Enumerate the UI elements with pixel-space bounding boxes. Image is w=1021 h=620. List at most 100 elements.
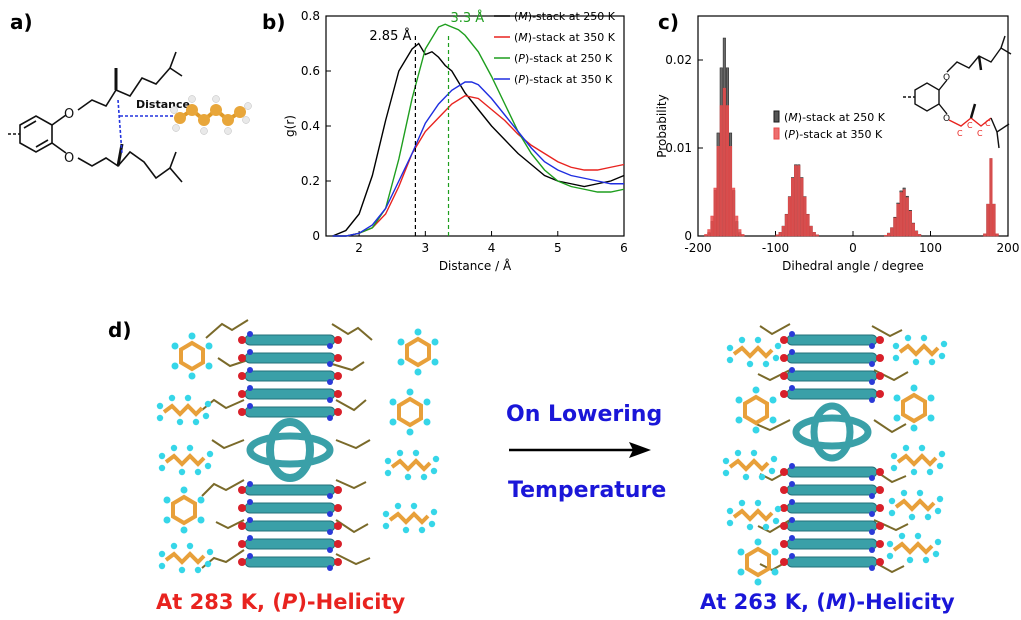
y-tick-label: 0	[312, 229, 320, 243]
x-tick-label: 0	[849, 241, 857, 255]
bar-1	[791, 177, 795, 237]
legend-label-0: (M)-stack at 250 K	[514, 10, 616, 23]
annotation-label-0: 2.85 Å	[369, 28, 411, 44]
x-tick-label: 100	[919, 241, 942, 255]
series-line-0	[332, 42, 625, 237]
panel-label-a: a)	[10, 10, 33, 34]
bar-1	[787, 196, 791, 237]
x-axis-label: Dihedral angle / degree	[782, 259, 924, 273]
svg-text:O: O	[64, 107, 74, 122]
svg-text:C: C	[985, 119, 991, 128]
plot-frame	[325, 15, 625, 237]
bar-1	[803, 196, 807, 237]
arrow-label-bottom: Temperature	[508, 478, 667, 503]
bar-1	[797, 165, 801, 237]
legend-label-0: (M)-stack at 250 K	[784, 111, 886, 124]
bar-1	[738, 229, 742, 237]
legend-label-3: (P)-stack at 350 K	[514, 73, 613, 86]
bar-1	[890, 227, 894, 237]
bar-1	[918, 234, 922, 237]
svg-text:O: O	[943, 114, 950, 124]
legend-label-2: (P)-stack at 250 K	[514, 52, 613, 65]
svg-text:O: O	[943, 73, 950, 83]
bar-1	[713, 187, 717, 237]
left-helical-stack	[201, 319, 373, 572]
bar-1	[815, 234, 819, 237]
bar-1	[719, 105, 723, 237]
bar-1	[781, 225, 785, 237]
svg-text:C: C	[957, 129, 963, 138]
y-tick-label: 0.2	[301, 174, 320, 188]
y-tick-label: 0.02	[665, 53, 692, 67]
x-tick-label: 3	[422, 241, 430, 255]
bar-1	[784, 214, 788, 237]
y-tick-label: 0	[684, 229, 692, 243]
bar-1	[794, 165, 798, 237]
y-tick-label: 0.01	[665, 141, 692, 155]
bar-1	[887, 232, 891, 237]
y-tick-label: 0.8	[301, 9, 320, 23]
y-axis-label: g(r)	[283, 115, 297, 137]
x-tick-label: 6	[620, 241, 628, 255]
bar-1	[707, 229, 711, 237]
hexane-model-a	[170, 95, 252, 135]
svg-text:C: C	[977, 129, 983, 138]
bar-1	[704, 234, 708, 237]
svg-text:O: O	[64, 151, 74, 166]
bar-1	[729, 146, 733, 237]
transition-arrow	[509, 442, 651, 458]
x-tick-label: -100	[762, 241, 789, 255]
left-solvent-molecules	[154, 326, 442, 576]
series-line-1	[332, 95, 625, 237]
bar-1	[995, 233, 999, 237]
x-tick-label: 200	[997, 241, 1020, 255]
caption-right: At 263 K, (M)-Helicity	[700, 590, 955, 614]
panel-a-molecule: O O Distance	[8, 51, 252, 183]
bar-1	[908, 210, 912, 237]
panel-d-scene	[154, 319, 950, 588]
bar-1	[902, 189, 906, 237]
bar-1	[806, 214, 810, 237]
bar-1	[809, 225, 813, 237]
x-tick-label: 5	[554, 241, 562, 255]
bar-1	[710, 215, 714, 237]
bar-1	[778, 232, 782, 237]
bar-1	[911, 223, 915, 237]
legend-label-1: (P)-stack at 350 K	[784, 128, 883, 141]
x-axis-label: Distance / Å	[439, 258, 512, 273]
bar-1	[812, 232, 816, 237]
bar-1	[725, 105, 729, 237]
panel-label-b: b)	[262, 10, 286, 34]
annotation-label-1: 3.3 Å	[451, 10, 485, 26]
bar-1	[983, 233, 987, 237]
chart-dihedral: -200 -100 0 100 200 0 0.01 0.02 Dihedral angle /…	[655, 15, 1020, 273]
arrow-label-top: On Lowering	[506, 402, 663, 427]
x-tick-label: -200	[684, 241, 711, 255]
svg-text:C: C	[967, 121, 973, 130]
legend-swatch-1	[773, 127, 780, 140]
right-helical-stack	[755, 323, 909, 574]
bar-1	[915, 230, 919, 237]
chart-rdf: 2 3 4 5 6 0 0.2 0.4 0.6 0.8 Distance / Å g(r) 2.85 Å…	[283, 9, 628, 273]
legend-swatch-0	[773, 110, 780, 123]
bar-1	[893, 217, 897, 237]
panel-label-c: c)	[658, 10, 679, 34]
distance-label: Distance	[136, 98, 190, 111]
bar-1	[800, 177, 804, 237]
bar-1	[716, 146, 720, 237]
series-line-3	[332, 81, 624, 237]
bar-1	[735, 215, 739, 237]
panel-label-d: d)	[108, 318, 132, 342]
bar-1	[986, 203, 990, 237]
caption-left: At 283 K, (P)-Helicity	[156, 590, 406, 614]
y-axis-label: Probability	[655, 94, 669, 157]
bar-1	[896, 203, 900, 237]
bar-1	[899, 192, 903, 237]
y-tick-label: 0.6	[301, 64, 320, 78]
bar-1	[741, 234, 745, 237]
bar-1	[989, 158, 993, 237]
y-tick-label: 0.4	[301, 119, 320, 133]
bar-1	[722, 87, 726, 237]
bar-1	[992, 203, 996, 237]
